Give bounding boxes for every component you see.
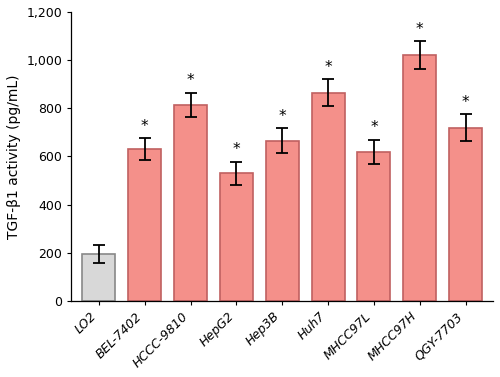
Text: *: * — [187, 73, 194, 88]
Bar — [82, 254, 116, 301]
Text: *: * — [232, 143, 240, 157]
Bar — [312, 93, 344, 301]
Text: *: * — [462, 95, 469, 110]
Bar — [358, 152, 390, 301]
Bar — [403, 55, 436, 301]
Text: *: * — [324, 60, 332, 75]
Bar — [220, 173, 253, 301]
Bar — [449, 127, 482, 301]
Bar — [174, 105, 207, 301]
Text: *: * — [278, 109, 286, 124]
Bar — [266, 141, 298, 301]
Bar — [128, 149, 161, 301]
Text: *: * — [370, 120, 378, 135]
Text: *: * — [141, 119, 148, 134]
Text: *: * — [416, 22, 424, 37]
Y-axis label: TGF-β1 activity (pg/mL): TGF-β1 activity (pg/mL) — [7, 74, 21, 239]
